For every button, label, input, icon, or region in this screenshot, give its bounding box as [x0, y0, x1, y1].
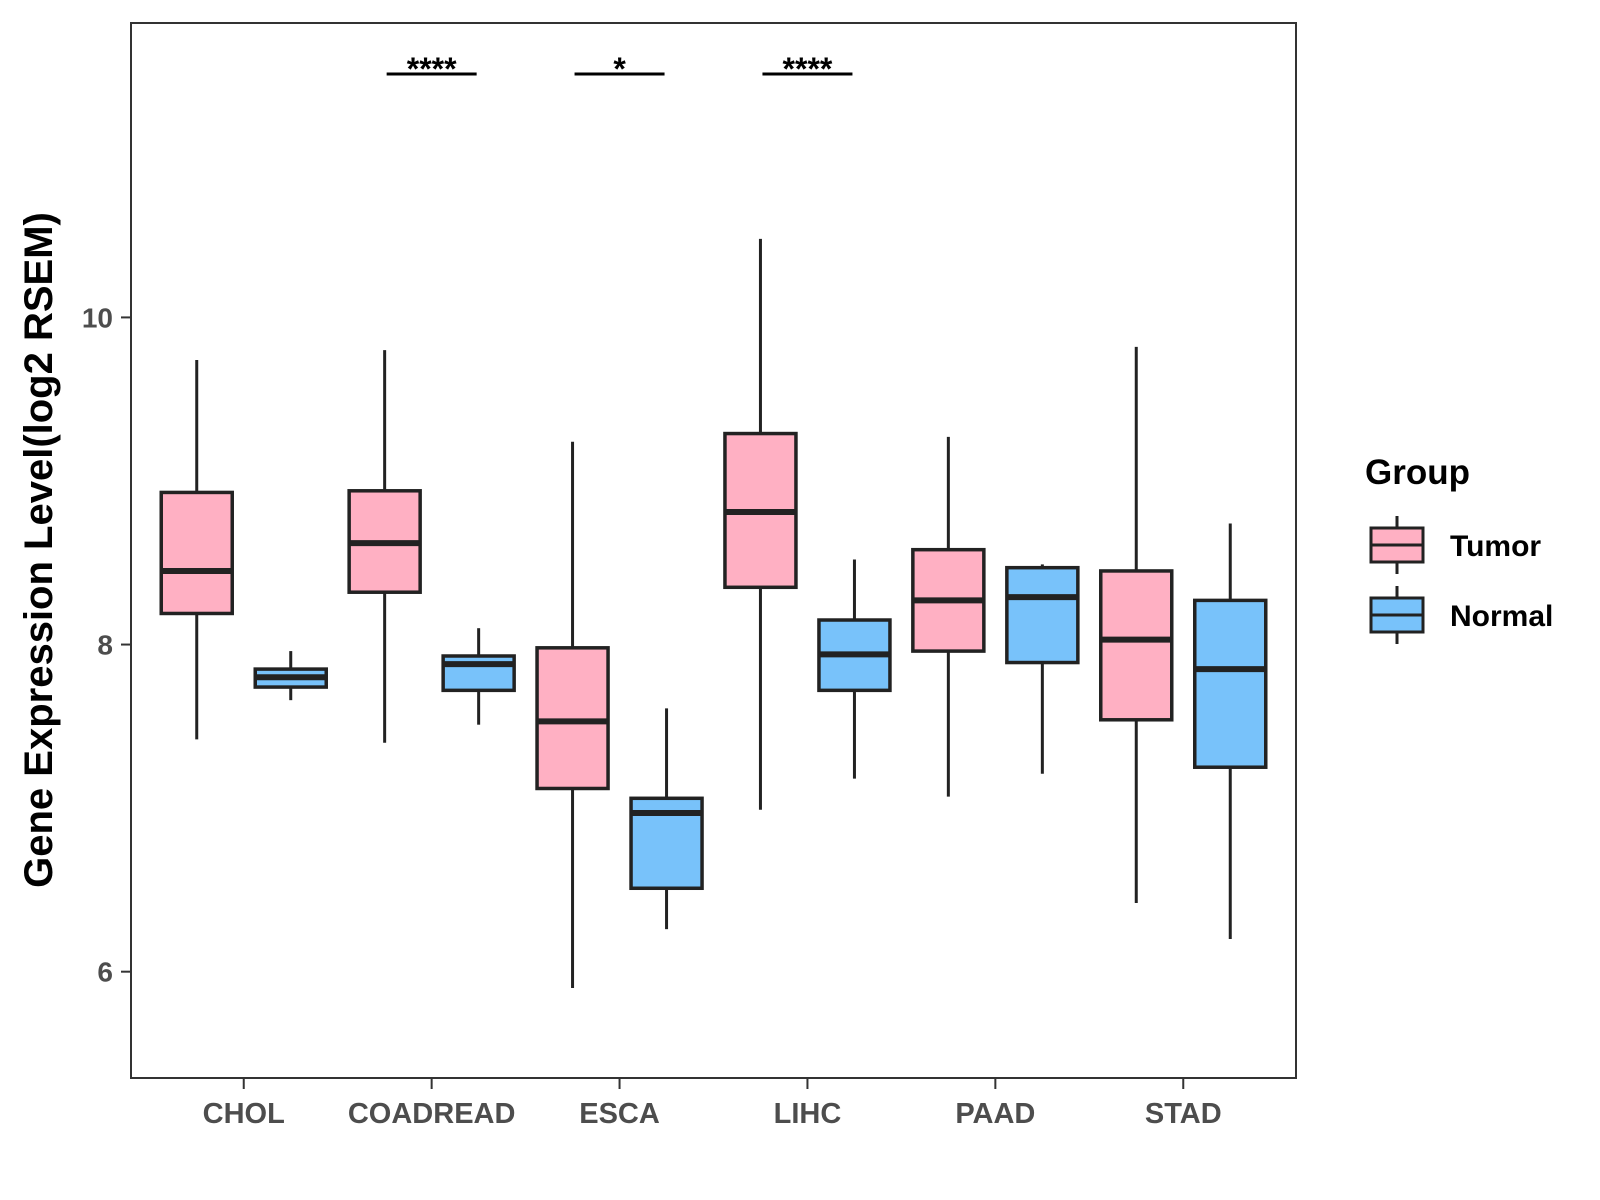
legend-item-normal: Normal	[1369, 586, 1553, 644]
plot-panel-border	[130, 22, 1297, 1079]
box-stad-tumor	[1099, 346, 1174, 903]
box-paad-tumor	[911, 436, 986, 797]
box-stad-normal	[1193, 523, 1268, 939]
box-body-esca-tumor	[535, 646, 610, 791]
y-tick-label-8: 8	[97, 630, 113, 661]
legend-label-normal: Normal	[1450, 600, 1553, 633]
significance-label-esca: *	[613, 51, 626, 87]
box-chol-tumor	[159, 359, 234, 740]
box-lihc-normal	[817, 559, 892, 779]
legend-item-tumor: Tumor	[1369, 516, 1541, 574]
box-esca-normal	[629, 708, 704, 930]
box-body-coadread-normal	[441, 654, 516, 693]
y-tick-label-6: 6	[97, 957, 113, 988]
x-tick-label-coadread: COADREAD	[348, 1098, 516, 1130]
x-tick-label-lihc: LIHC	[774, 1098, 842, 1130]
box-coadread-tumor	[347, 350, 422, 743]
box-body-stad-tumor	[1099, 569, 1174, 722]
x-tick-label-chol: CHOL	[203, 1098, 285, 1130]
box-lihc-tumor	[723, 238, 798, 810]
x-tick-label-esca: ESCA	[579, 1098, 660, 1130]
box-coadread-normal	[441, 628, 516, 725]
box-body-paad-normal	[1005, 565, 1080, 665]
legend: Group Tumor Normal	[1365, 453, 1553, 644]
legend-title: Group	[1365, 453, 1470, 492]
x-tick-label-stad: STAD	[1145, 1098, 1222, 1130]
box-esca-tumor	[535, 441, 610, 989]
x-tick-label-paad: PAAD	[955, 1098, 1035, 1130]
box-body-chol-tumor	[159, 490, 234, 616]
box-chol-normal	[253, 651, 328, 701]
legend-label-tumor: Tumor	[1450, 530, 1541, 563]
significance-label-coadread: ****	[407, 51, 457, 87]
y-tick-label-10: 10	[82, 302, 113, 333]
box-body-stad-normal	[1193, 598, 1268, 769]
box-paad-normal	[1005, 564, 1080, 774]
y-axis-label: Gene Expression Level(log2 RSEM)	[17, 212, 61, 888]
significance-label-lihc: ****	[783, 51, 833, 87]
